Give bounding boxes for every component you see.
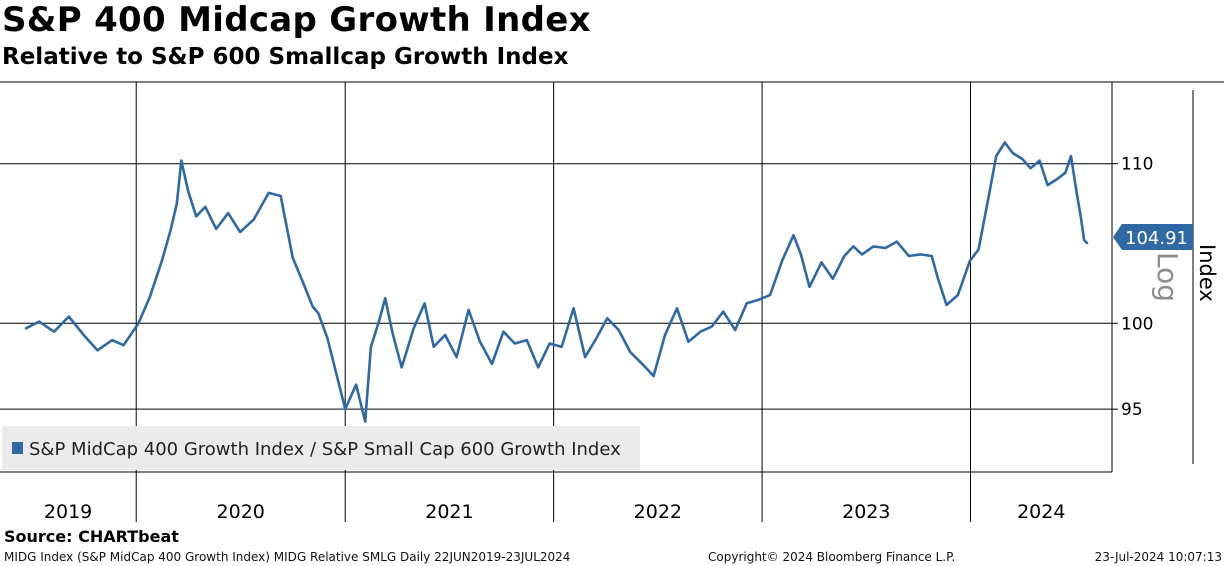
y-scale-label: Log [1151,252,1184,302]
chart-subtitle: Relative to S&P 600 Smallcap Growth Inde… [2,44,569,70]
x-year-labels: 2019 2020 2021 2022 2023 2024 [44,501,1066,523]
chart-title: S&P 400 Midcap Growth Index [2,0,591,40]
y-tick-label: 100 [1121,314,1153,334]
series-layer [24,141,1089,423]
series-line [24,141,1089,423]
footer-timestamp: 23-Jul-2024 10:07:13 [1094,550,1222,564]
y-tick-layer: 95 100 110 [1121,155,1153,420]
y-tick-label: 110 [1121,155,1153,175]
source-note: Source: CHARTbeat [4,527,179,546]
x-tick-label: 2021 [425,501,473,523]
last-value-marker [1113,224,1193,250]
last-value-tag: 104.91 [1113,224,1193,250]
legend-background [2,426,640,470]
x-tick-label: 2024 [1017,501,1065,523]
y-tick-label: 95 [1121,400,1143,420]
x-tick-label: 2019 [44,501,92,523]
footer-copyright: Copyright© 2024 Bloomberg Finance L.P. [708,550,956,564]
legend-swatch [12,442,23,454]
last-value-label: 104.91 [1125,228,1188,249]
y-axis-title: Index [1195,244,1219,302]
legend-label: S&P MidCap 400 Growth Index / S&P Small … [29,439,621,460]
x-tick-label: 2020 [217,501,265,523]
x-tick-label: 2023 [842,501,890,523]
legend: S&P MidCap 400 Growth Index / S&P Small … [2,426,640,470]
x-tick-label: 2022 [634,501,682,523]
footer-series-info: MIDG Index (S&P MidCap 400 Growth Index)… [4,550,571,564]
